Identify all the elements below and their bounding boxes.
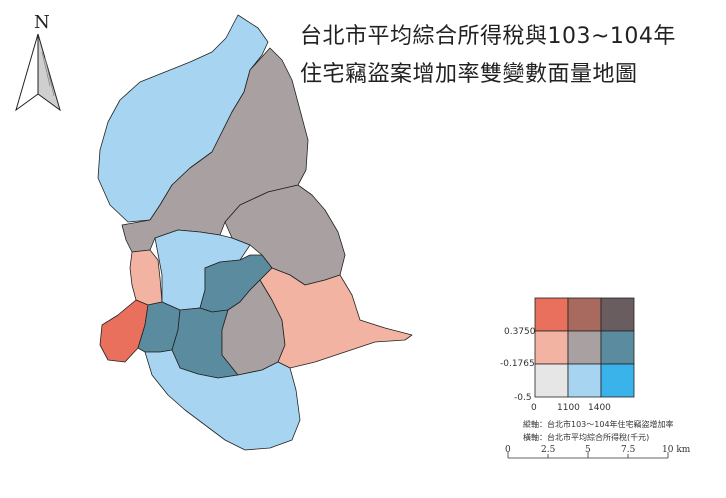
legend-cell-r0-c0 [534,297,569,332]
scale-bar [507,452,669,459]
scale-label-0: 0 [505,445,511,455]
north-arrow-icon [15,33,61,112]
scale-label-1: 2.5 [541,445,556,455]
legend-y-tick-2: -0.1765 [500,359,535,369]
legend-x-axis-note: 橫軸：台北市平均綜合所得稅(千元) [523,433,650,442]
legend-cell-r2-c1 [567,363,602,398]
legend-cell-r0-c1 [567,297,602,332]
scale-label-3: 7.5 [621,445,636,455]
scale-label-4: 10 km [662,445,691,455]
district-nangang[interactable] [259,267,413,369]
legend-y-tick-3: -0.5 [514,393,532,403]
map-title-line-1: 台北市平均綜合所得稅與103~104年 [300,24,676,49]
district-datong[interactable] [129,249,163,306]
legend-grid [534,297,635,398]
legend-cell-r2-c0 [534,363,569,398]
north-label: N [34,12,50,33]
legend-y-tick-1: 0.3750 [504,327,536,337]
district-wanhua[interactable] [99,299,149,363]
legend-cell-r2-c2 [600,363,635,398]
legend-cell-r1-c1 [567,330,602,365]
legend-cell-r0-c2 [600,297,635,332]
legend-cell-r1-c0 [534,330,569,365]
district-wenshan[interactable] [144,349,301,451]
legend-x-tick-2: 1100 [557,403,580,413]
legend-x-tick-1: 0 [531,403,537,413]
map-title-line-2: 住宅竊盜案增加率雙變數面量地圖 [300,62,638,87]
legend-x-tick-3: 1400 [588,403,611,413]
legend-cell-r1-c2 [600,330,635,365]
legend-y-axis-note: 縱軸：台北市103～104年住宅竊盜增加率 [523,420,674,429]
scale-label-2: 5 [585,445,591,455]
